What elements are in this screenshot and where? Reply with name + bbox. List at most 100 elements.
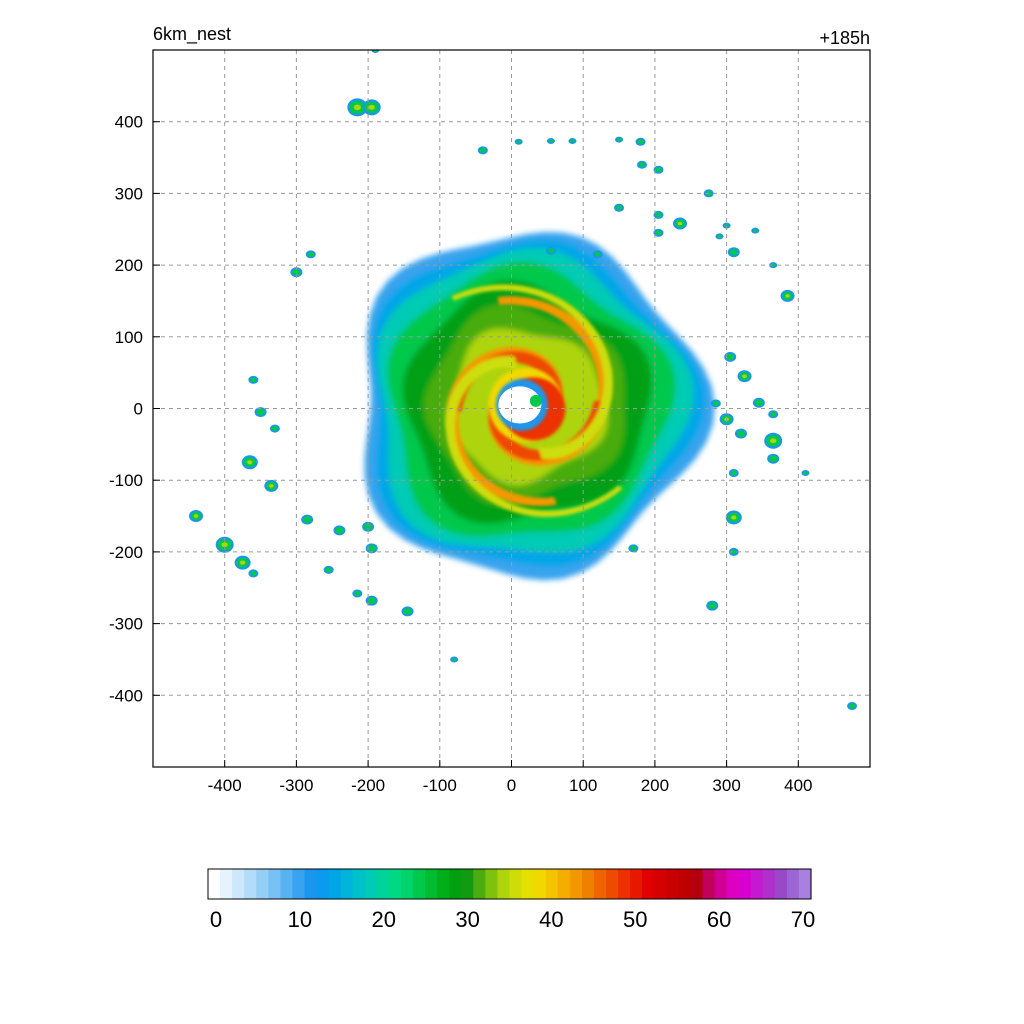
colorbar-swatch — [666, 869, 679, 899]
y-tick-label: 400 — [115, 113, 143, 132]
cell — [250, 571, 257, 576]
cell-core — [368, 104, 375, 110]
convective-cells — [189, 50, 858, 711]
colorbar-swatch — [425, 869, 438, 899]
colorbar-swatch — [461, 869, 474, 899]
cell — [708, 602, 717, 609]
cell — [367, 545, 376, 552]
cell-core — [770, 438, 777, 444]
colorbar-swatch — [630, 869, 643, 899]
x-tick-label: -300 — [279, 776, 313, 795]
rainband — [445, 356, 623, 517]
x-tick-label: 300 — [712, 776, 740, 795]
colorbar-swatch — [678, 869, 691, 899]
cell — [516, 140, 521, 144]
cell — [730, 470, 737, 476]
colorbar-tick-label: 40 — [539, 907, 563, 932]
x-tick-label: -400 — [208, 776, 242, 795]
colorbar-swatch — [750, 869, 764, 899]
x-tick-label: -200 — [351, 776, 385, 795]
rainbands — [445, 284, 623, 517]
cell — [325, 567, 332, 573]
cell — [250, 377, 257, 383]
colorbar-swatch — [690, 869, 704, 899]
cell — [354, 591, 361, 596]
cell — [364, 523, 373, 531]
colorbar-swatch — [738, 869, 752, 899]
cell-core — [247, 460, 253, 465]
colorbar-tick-label: 50 — [623, 907, 647, 932]
cell — [655, 230, 662, 236]
colorbar-swatch — [364, 869, 378, 899]
y-tick-label: -100 — [109, 471, 143, 490]
cell — [655, 212, 662, 218]
colorbar-swatch — [208, 869, 221, 899]
colorbar-swatch — [220, 869, 233, 899]
colorbar-swatch — [714, 869, 728, 899]
colorbar-swatch — [786, 869, 800, 899]
cell — [303, 516, 312, 523]
cell — [292, 269, 301, 276]
cell — [637, 139, 644, 145]
cell — [712, 401, 719, 406]
colorbar-swatch — [521, 869, 535, 899]
cell-core — [677, 221, 683, 226]
cell — [335, 527, 344, 534]
colorbar-tick-label: 60 — [707, 907, 731, 932]
colorbar-swatch — [798, 869, 812, 899]
colorbar-swatch — [449, 869, 462, 899]
colorbar-swatch — [437, 869, 450, 899]
cell — [803, 471, 808, 475]
x-tick-label: -100 — [423, 776, 457, 795]
cell-core — [731, 515, 737, 520]
cell — [730, 549, 737, 555]
cell — [717, 234, 722, 239]
cell — [479, 147, 486, 153]
colorbar-swatch — [292, 869, 306, 899]
y-tick-label: 100 — [115, 328, 143, 347]
colorbar-swatch — [618, 869, 631, 899]
colorbar-swatch — [654, 869, 667, 899]
cell — [736, 430, 745, 437]
reflectivity-field — [189, 50, 858, 711]
colorbar-swatch — [545, 869, 559, 899]
colorbar-swatch — [605, 869, 619, 899]
colorbar-swatch — [316, 869, 330, 899]
colorbar-swatch — [593, 869, 607, 899]
x-tick-label: 0 — [507, 776, 516, 795]
colorbar-swatch — [268, 869, 281, 899]
cell-core — [221, 542, 228, 548]
cell-core — [269, 484, 274, 488]
cell — [655, 167, 662, 173]
cell — [849, 703, 856, 709]
title-left: 6km_nest — [153, 24, 231, 45]
colorbar-swatch — [533, 869, 547, 899]
colorbar: 0 10 20 30 40 50 60 70 — [207, 868, 815, 932]
cell-core — [239, 560, 246, 565]
colorbar-swatch — [304, 869, 318, 899]
cell — [617, 138, 622, 142]
colorbar-tick-label: 0 — [210, 907, 222, 932]
x-tick-label: 200 — [641, 776, 669, 795]
x-axis: -400 -300 -200 -100 0 100 200 300 400 — [208, 760, 812, 795]
cell — [452, 657, 457, 662]
cell — [616, 205, 623, 211]
cell — [729, 248, 738, 256]
y-tick-label: -200 — [109, 543, 143, 562]
cell — [367, 597, 376, 604]
colorbar-swatch — [232, 869, 245, 899]
colorbar-swatch — [328, 869, 342, 899]
colorbar-tick-label: 20 — [371, 907, 395, 932]
cell — [770, 411, 777, 417]
cell — [256, 408, 265, 416]
colorbar-swatch — [581, 869, 595, 899]
eye — [498, 386, 542, 424]
title-right: +185h — [819, 28, 870, 48]
cell — [771, 263, 776, 267]
y-tick-label: 200 — [115, 256, 143, 275]
colorbar-swatch — [280, 869, 294, 899]
cell-core — [353, 104, 361, 111]
colorbar-swatch — [376, 869, 390, 899]
colorbar-swatch — [413, 869, 426, 899]
cell — [726, 353, 735, 361]
